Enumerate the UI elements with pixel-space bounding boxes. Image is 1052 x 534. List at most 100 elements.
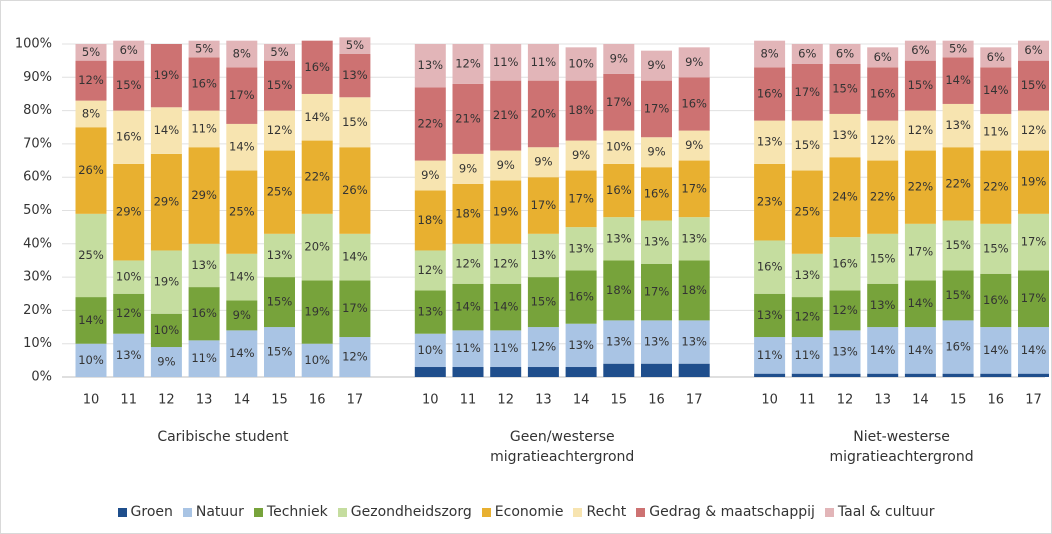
bar-segment bbox=[414, 87, 446, 161]
data-label: 12% bbox=[1021, 123, 1047, 137]
x-tick-label: 14 bbox=[573, 393, 590, 408]
data-label: 16% bbox=[870, 86, 896, 100]
bar-segment bbox=[942, 320, 974, 374]
data-label: 15% bbox=[908, 78, 934, 92]
bar-segment bbox=[188, 110, 220, 148]
bar-segment bbox=[754, 163, 786, 241]
data-label: 14% bbox=[78, 313, 104, 327]
bar-segment bbox=[867, 233, 899, 284]
bar-segment bbox=[414, 333, 446, 368]
data-label: 6% bbox=[120, 43, 138, 57]
x-tick-label: 15 bbox=[950, 393, 967, 408]
bar-segment bbox=[150, 153, 182, 251]
group-label: Niet-westerse migratieachtergrond bbox=[829, 429, 974, 465]
bar-segment bbox=[339, 280, 371, 338]
bar-segment bbox=[490, 180, 522, 244]
bar-segment bbox=[754, 240, 786, 294]
data-label: 29% bbox=[116, 205, 142, 219]
data-label: 13% bbox=[870, 298, 896, 312]
bar-segment bbox=[565, 80, 597, 141]
bar-segment bbox=[678, 363, 710, 377]
bar-segment bbox=[1018, 60, 1049, 111]
data-label: 18% bbox=[455, 206, 481, 220]
x-tick-label: 17 bbox=[1025, 393, 1042, 408]
data-label: 6% bbox=[1024, 43, 1042, 57]
x-tick-label: 16 bbox=[988, 393, 1005, 408]
bar-segment bbox=[641, 363, 672, 377]
bar-segment bbox=[490, 283, 522, 331]
bar-segment bbox=[791, 44, 823, 64]
data-label: 8% bbox=[233, 46, 251, 60]
data-label: 17% bbox=[568, 191, 594, 205]
bar-segment bbox=[339, 337, 371, 377]
legend-swatch bbox=[337, 507, 347, 517]
bar-segment bbox=[339, 97, 371, 148]
bar-segment bbox=[791, 63, 823, 121]
legend-item: Techniek bbox=[253, 504, 328, 520]
bar-segment bbox=[754, 293, 786, 338]
data-label: 17% bbox=[531, 198, 557, 212]
data-label: 12% bbox=[455, 256, 481, 270]
x-tick-label: 10 bbox=[761, 393, 778, 408]
x-tick-label: 13 bbox=[535, 393, 552, 408]
bar-segment bbox=[942, 373, 974, 377]
data-label: 17% bbox=[606, 95, 632, 109]
data-label: 13% bbox=[644, 335, 670, 349]
data-label: 22% bbox=[908, 180, 934, 194]
bar-segment bbox=[264, 327, 295, 377]
x-tick-label: 16 bbox=[309, 393, 326, 408]
x-tick-label: 15 bbox=[271, 393, 288, 408]
bar-segment bbox=[867, 373, 899, 377]
data-label: 25% bbox=[229, 205, 255, 219]
data-label: 10% bbox=[568, 56, 594, 70]
data-label: 25% bbox=[78, 248, 104, 262]
bar-segment bbox=[980, 113, 1012, 151]
bar-segment bbox=[603, 44, 635, 74]
data-label: 12% bbox=[870, 133, 896, 147]
data-label: 17% bbox=[342, 301, 368, 315]
data-label: 16% bbox=[644, 186, 670, 200]
bar-segment bbox=[754, 67, 786, 121]
legend-item: Gezondheidszorg bbox=[337, 504, 472, 520]
data-label: 10% bbox=[78, 353, 104, 367]
data-label: 11% bbox=[493, 55, 519, 69]
legend-swatch bbox=[573, 507, 583, 517]
bar-segment bbox=[641, 50, 672, 81]
data-label: 22% bbox=[870, 190, 896, 204]
x-tick-label: 12 bbox=[497, 393, 514, 408]
data-label: 6% bbox=[798, 46, 816, 60]
data-label: 8% bbox=[82, 106, 100, 120]
bar-segment bbox=[226, 300, 258, 331]
data-label: 5% bbox=[195, 41, 213, 55]
data-label: 13% bbox=[531, 248, 557, 262]
bar-segment bbox=[264, 150, 295, 234]
bar-segment bbox=[980, 47, 1012, 68]
data-label: 15% bbox=[267, 295, 293, 309]
bar-segment bbox=[829, 63, 861, 114]
legend-label: Gedrag & maatschappij bbox=[649, 504, 815, 520]
bar-segment bbox=[565, 367, 597, 377]
data-label: 9% bbox=[421, 168, 439, 182]
bar-segment bbox=[301, 343, 333, 377]
bar-segment bbox=[264, 233, 295, 278]
data-label: 14% bbox=[908, 296, 934, 310]
legend-label: Natuur bbox=[195, 504, 244, 520]
bar-segment bbox=[678, 47, 710, 78]
bar-segment bbox=[641, 167, 672, 221]
bar-segment bbox=[452, 367, 484, 377]
bar-segment bbox=[829, 373, 861, 377]
data-label: 14% bbox=[304, 110, 330, 124]
bar-segment bbox=[113, 110, 145, 164]
bar-segment bbox=[150, 107, 182, 154]
legend-label: Recht bbox=[586, 504, 627, 520]
bar-segment bbox=[565, 270, 597, 324]
data-label: 13% bbox=[681, 231, 707, 245]
legend: Groen Natuur Techniek Gezondheidszorg Econom… bbox=[0, 504, 1052, 520]
bar-segment bbox=[339, 233, 371, 281]
bar-segment bbox=[1018, 327, 1049, 374]
data-label: 13% bbox=[681, 335, 707, 349]
legend-item: Gedrag & maatschappij bbox=[636, 504, 815, 520]
data-label: 14% bbox=[342, 250, 368, 264]
bar-segment bbox=[603, 217, 635, 261]
